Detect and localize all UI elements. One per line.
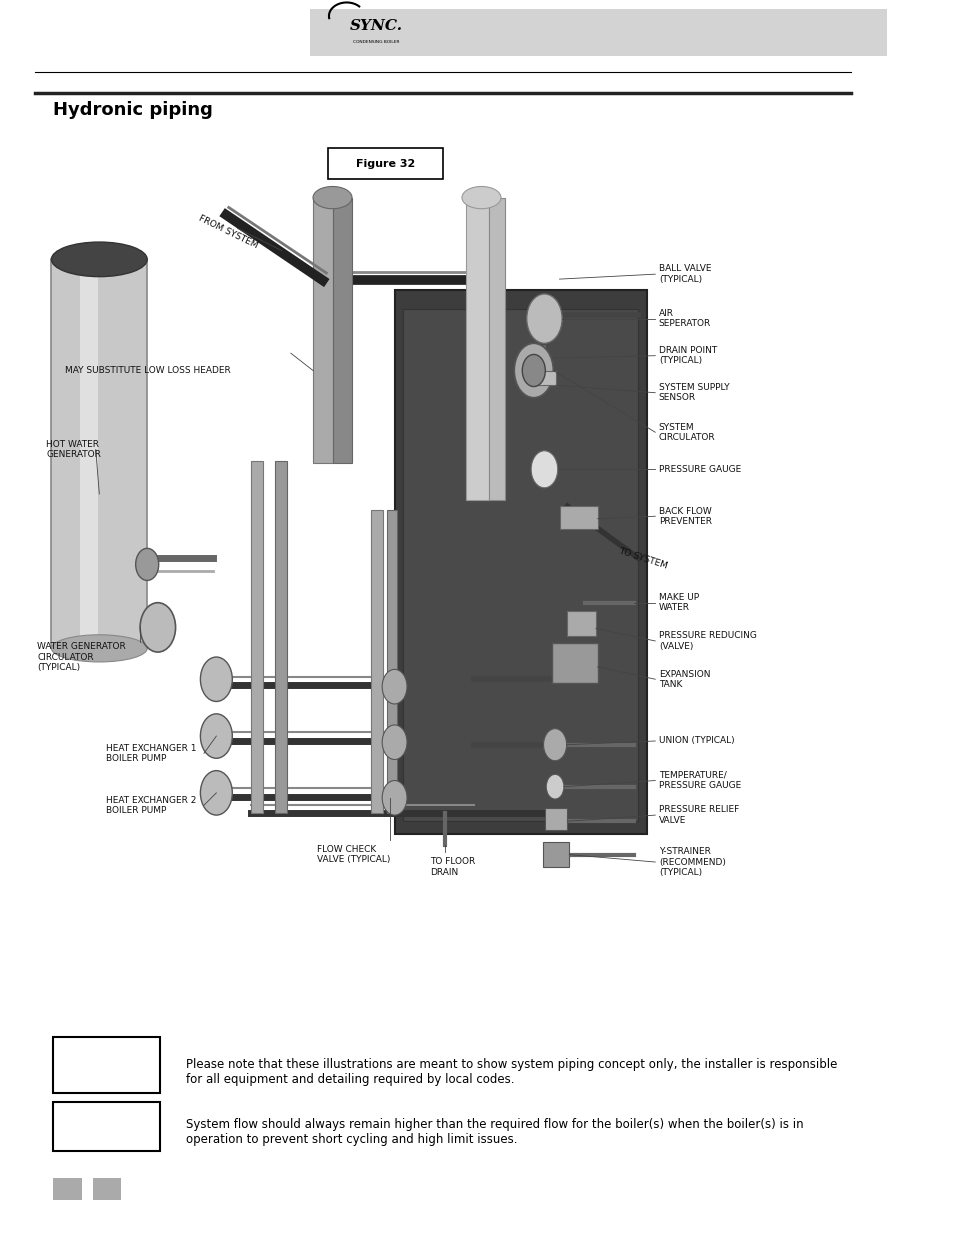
Text: SYSTEM
CIRCULATOR: SYSTEM CIRCULATOR <box>659 422 715 442</box>
Bar <box>274 461 287 813</box>
Circle shape <box>546 774 563 799</box>
Bar <box>489 198 505 500</box>
Bar <box>386 510 396 813</box>
Text: BACK FLOW
PREVENTER: BACK FLOW PREVENTER <box>659 506 711 526</box>
Bar <box>328 148 443 179</box>
Text: WATER GENERATOR
CIRCULATOR
(TYPICAL): WATER GENERATOR CIRCULATOR (TYPICAL) <box>37 642 126 672</box>
Circle shape <box>526 294 561 343</box>
Bar <box>567 611 596 636</box>
Text: BALL VALVE
(TYPICAL): BALL VALVE (TYPICAL) <box>659 264 711 284</box>
Bar <box>466 198 489 500</box>
Text: AIR
SEPERATOR: AIR SEPERATOR <box>659 309 710 329</box>
Ellipse shape <box>51 635 147 662</box>
Text: HEAT EXCHANGER 1
BOILER PUMP: HEAT EXCHANGER 1 BOILER PUMP <box>107 743 196 763</box>
Text: CONDENSING BOILER: CONDENSING BOILER <box>353 40 399 43</box>
Bar <box>403 309 638 821</box>
Bar <box>542 842 569 867</box>
Ellipse shape <box>51 242 147 277</box>
Ellipse shape <box>313 186 352 209</box>
Bar <box>313 198 333 463</box>
Circle shape <box>135 548 158 580</box>
Text: DRAIN POINT
(TYPICAL): DRAIN POINT (TYPICAL) <box>659 346 717 366</box>
Circle shape <box>514 343 553 398</box>
Bar <box>559 506 597 529</box>
Bar <box>53 1102 159 1151</box>
Bar <box>51 259 147 648</box>
Text: HOT WATER
GENERATOR: HOT WATER GENERATOR <box>46 440 101 459</box>
Text: HEAT EXCHANGER 2
BOILER PUMP: HEAT EXCHANGER 2 BOILER PUMP <box>107 795 196 815</box>
Text: FROM SYSTEM: FROM SYSTEM <box>196 214 258 251</box>
Bar <box>371 510 383 813</box>
Circle shape <box>200 714 233 758</box>
Text: TO FLOOR
DRAIN: TO FLOOR DRAIN <box>430 857 475 877</box>
Circle shape <box>200 657 233 701</box>
Bar <box>395 290 647 834</box>
Bar <box>534 370 556 385</box>
Text: Hydronic piping: Hydronic piping <box>53 101 213 120</box>
Bar <box>80 262 97 647</box>
Bar <box>310 9 885 56</box>
Bar <box>53 1178 82 1200</box>
Circle shape <box>200 771 233 815</box>
Text: MAKE UP
WATER: MAKE UP WATER <box>659 593 699 613</box>
Text: TO SYSTEM: TO SYSTEM <box>617 546 668 571</box>
Text: Figure 32: Figure 32 <box>355 158 415 169</box>
Circle shape <box>382 669 407 704</box>
Bar <box>53 1037 159 1093</box>
Text: System flow should always remain higher than the required flow for the boiler(s): System flow should always remain higher … <box>186 1118 803 1146</box>
Text: SYNC.: SYNC. <box>350 19 403 32</box>
Text: EXPANSION
TANK: EXPANSION TANK <box>659 669 710 689</box>
Text: FLOW CHECK
VALVE (TYPICAL): FLOW CHECK VALVE (TYPICAL) <box>317 845 391 864</box>
Text: PRESSURE REDUCING
(VALVE): PRESSURE REDUCING (VALVE) <box>659 631 756 651</box>
Circle shape <box>531 451 558 488</box>
Circle shape <box>382 725 407 760</box>
Circle shape <box>521 354 545 387</box>
Text: PRESSURE GAUGE: PRESSURE GAUGE <box>659 464 740 474</box>
Bar <box>251 461 263 813</box>
Circle shape <box>140 603 175 652</box>
Bar <box>93 1178 121 1200</box>
Bar <box>545 808 567 830</box>
Circle shape <box>382 781 407 815</box>
Text: MAY SUBSTITUTE LOW LOSS HEADER: MAY SUBSTITUTE LOW LOSS HEADER <box>65 366 231 375</box>
Text: UNION (TYPICAL): UNION (TYPICAL) <box>659 736 734 746</box>
Bar <box>333 198 352 463</box>
Text: PRESSURE RELIEF
VALVE: PRESSURE RELIEF VALVE <box>659 805 739 825</box>
Bar <box>551 643 597 683</box>
Circle shape <box>543 729 566 761</box>
Text: SYSTEM SUPPLY
SENSOR: SYSTEM SUPPLY SENSOR <box>659 383 729 403</box>
Text: TEMPERATURE/
PRESSURE GAUGE: TEMPERATURE/ PRESSURE GAUGE <box>659 771 740 790</box>
Ellipse shape <box>461 186 500 209</box>
Text: Please note that these illustrations are meant to show system piping concept onl: Please note that these illustrations are… <box>186 1058 837 1087</box>
Text: Y-STRAINER
(RECOMMEND)
(TYPICAL): Y-STRAINER (RECOMMEND) (TYPICAL) <box>659 847 725 877</box>
